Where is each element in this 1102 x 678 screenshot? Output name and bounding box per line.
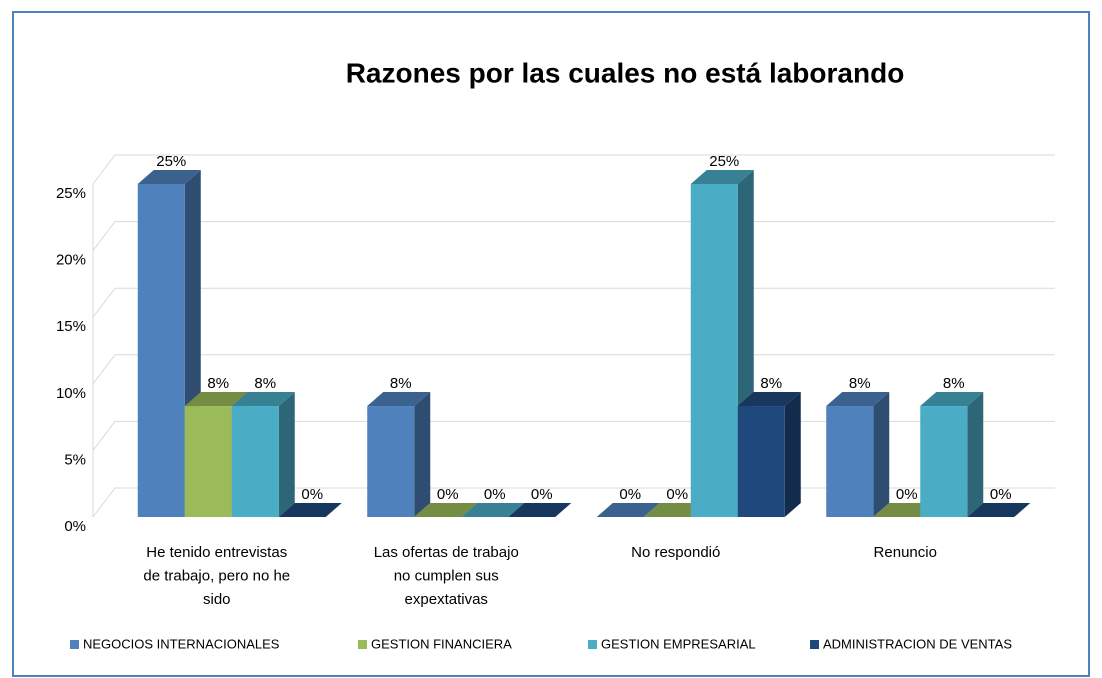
bar	[367, 392, 431, 517]
bar	[414, 503, 478, 517]
bar-top	[690, 170, 754, 184]
x-tick-label: He tenido entrevistas de trabajo, pero no…	[143, 544, 290, 608]
legend-swatch	[358, 640, 367, 649]
x-tick-label: No respondió	[631, 544, 720, 561]
data-label: 25%	[709, 153, 739, 170]
bar-top	[461, 503, 525, 517]
legend-swatch	[588, 640, 597, 649]
bar-front	[231, 406, 279, 517]
bar-front	[137, 184, 185, 517]
data-label: 0%	[990, 486, 1012, 503]
bar	[596, 503, 660, 517]
bar-top	[920, 392, 984, 407]
bar-top	[737, 392, 801, 407]
bar-side	[414, 392, 431, 517]
bar	[826, 392, 890, 517]
bar	[690, 170, 754, 517]
data-label: 8%	[254, 375, 276, 392]
data-label: 0%	[896, 486, 918, 503]
data-label: 0%	[619, 486, 641, 503]
bar-front	[367, 406, 415, 517]
bar	[920, 392, 984, 517]
bar-side	[873, 392, 890, 517]
bar-front	[920, 406, 968, 517]
bar-top	[414, 503, 478, 517]
bar-top	[231, 392, 295, 407]
data-label: 0%	[301, 486, 323, 503]
data-label: 25%	[156, 153, 186, 170]
x-tick-label: Las ofertas de trabajo no cumplen sus expe…	[374, 544, 519, 608]
y-tick-label: 15%	[56, 318, 86, 335]
data-label: 0%	[437, 486, 459, 503]
y-tick-label: 25%	[56, 185, 86, 202]
y-tick-label: 10%	[56, 385, 86, 402]
bar-top	[278, 503, 342, 517]
data-label: 8%	[943, 375, 965, 392]
legend-label: GESTION EMPRESARIAL	[601, 636, 756, 651]
x-tick-label: Renuncio	[874, 544, 937, 561]
bar-side	[784, 392, 801, 517]
bar-front	[826, 406, 874, 517]
bar-front	[690, 184, 738, 517]
legend-label: GESTION FINANCIERA	[371, 636, 512, 651]
bar-front	[737, 406, 785, 517]
bar	[737, 392, 801, 517]
bar	[508, 503, 572, 517]
data-label: 0%	[666, 486, 688, 503]
bar-top	[508, 503, 572, 517]
y-tick-label: 0%	[64, 518, 86, 535]
bar-top	[137, 170, 201, 184]
bar-front	[184, 406, 232, 517]
data-label: 0%	[531, 486, 553, 503]
data-label: 8%	[390, 375, 412, 392]
data-label: 0%	[484, 486, 506, 503]
data-label: 8%	[760, 375, 782, 392]
legend-swatch	[810, 640, 819, 649]
data-label: 8%	[849, 375, 871, 392]
bar	[461, 503, 525, 517]
y-tick-label: 5%	[64, 451, 86, 468]
bar	[967, 503, 1031, 517]
grid-line	[92, 154, 1055, 185]
bar-side	[967, 392, 984, 517]
bar-side	[278, 392, 295, 517]
y-tick-label: 20%	[56, 252, 86, 269]
bar-top	[826, 392, 890, 407]
bar-top	[184, 392, 248, 407]
bar	[231, 392, 295, 517]
legend-label: NEGOCIOS INTERNACIONALES	[83, 636, 280, 651]
legend-label: ADMINISTRACION DE VENTAS	[823, 636, 1012, 651]
bar	[278, 503, 342, 517]
data-label: 8%	[207, 375, 229, 392]
bar-top	[967, 503, 1031, 517]
legend-swatch	[70, 640, 79, 649]
bar-top	[596, 503, 660, 517]
bar-top	[367, 392, 431, 407]
chart-title: Razones por las cuales no está laborando	[346, 57, 905, 88]
